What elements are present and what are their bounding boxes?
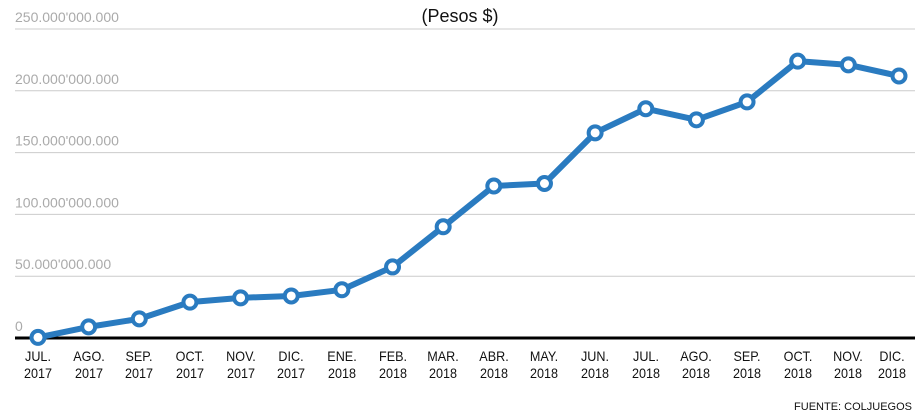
x-tick-label: JUN. 2018 [581, 348, 610, 381]
y-tick-label: 0 [15, 318, 23, 334]
point [637, 100, 655, 118]
point [434, 218, 452, 236]
x-tick-label: ENE. 2018 [327, 348, 357, 381]
point [687, 111, 705, 129]
point [535, 175, 553, 192]
x-tick-label: JUL. 2018 [631, 348, 660, 381]
x-tick-label: DIC. 2017 [277, 348, 306, 381]
x-tick-label: MAY. 2018 [530, 348, 559, 381]
series-line [37, 58, 900, 341]
x-tick-label: NOV. 2017 [225, 348, 256, 381]
y-tick-label: 150.000'000.000 [15, 133, 119, 149]
chart-subtitle: (Pesos $) [421, 6, 498, 26]
y-tick-label: 250.000'000.000 [15, 9, 119, 25]
point [29, 328, 47, 346]
point [485, 177, 503, 195]
x-tick-label: OCT. 2017 [175, 348, 205, 381]
x-tick-label: MAR. 2018 [427, 348, 459, 381]
y-tick-label: 100.000'000.000 [15, 194, 119, 210]
point [282, 287, 300, 305]
x-tick-label: AGO. 2018 [680, 348, 713, 381]
point [384, 258, 402, 276]
x-tick-label: SEP. 2017 [125, 348, 154, 381]
point [130, 310, 148, 328]
point [586, 124, 604, 142]
point [80, 318, 98, 336]
point [333, 281, 351, 299]
x-tick-label: JUL. 2017 [23, 348, 53, 381]
y-tick-label: 50.000'000.000 [15, 256, 111, 272]
x-tick-label: ABR. 2018 [479, 348, 509, 381]
source: FUENTE: COLJUEGOS [794, 401, 912, 413]
point [232, 289, 250, 307]
x-tick-label: OCT. 2018 [783, 348, 813, 381]
point [181, 293, 199, 311]
x-tick-label: NOV. 2018 [833, 348, 864, 381]
point [890, 67, 908, 85]
x-tick-label: SEP. 2018 [733, 348, 762, 381]
x-tick-label: DIC. 2018 [877, 348, 907, 381]
point [738, 93, 756, 111]
x-tick-label: AGO. 2017 [72, 348, 105, 381]
x-tick-label: FEB. 2018 [378, 348, 407, 381]
point [789, 52, 807, 70]
y-tick-label: 200.000'000.000 [15, 71, 119, 87]
point [839, 56, 857, 74]
